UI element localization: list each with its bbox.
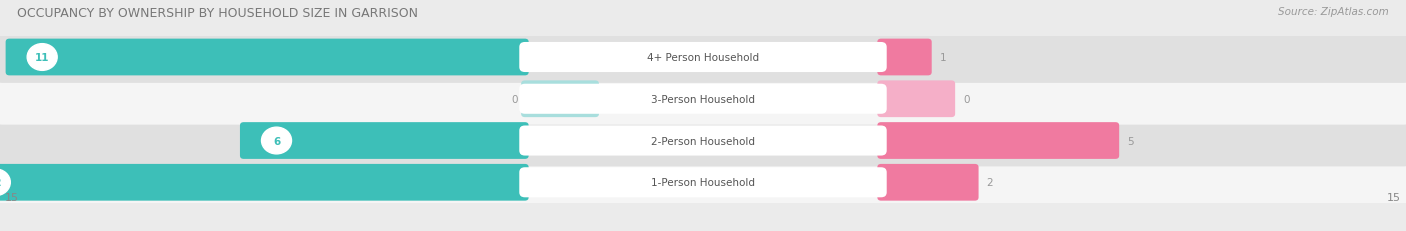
- Text: 2: 2: [987, 177, 993, 188]
- Text: Source: ZipAtlas.com: Source: ZipAtlas.com: [1278, 7, 1389, 17]
- FancyBboxPatch shape: [0, 164, 529, 201]
- FancyBboxPatch shape: [877, 164, 979, 201]
- Text: 0: 0: [963, 94, 970, 104]
- Text: 15: 15: [1388, 192, 1402, 202]
- FancyBboxPatch shape: [877, 81, 955, 118]
- FancyBboxPatch shape: [0, 157, 1406, 208]
- Circle shape: [27, 44, 58, 71]
- Text: 3-Person Household: 3-Person Household: [651, 94, 755, 104]
- Text: 1-Person Household: 1-Person Household: [651, 177, 755, 188]
- Text: 11: 11: [35, 53, 49, 63]
- FancyBboxPatch shape: [877, 123, 1119, 159]
- Text: 2-Person Household: 2-Person Household: [651, 136, 755, 146]
- FancyBboxPatch shape: [240, 123, 529, 159]
- Text: 12: 12: [0, 177, 3, 188]
- FancyBboxPatch shape: [519, 126, 887, 156]
- Circle shape: [0, 169, 10, 196]
- FancyBboxPatch shape: [519, 84, 887, 114]
- Circle shape: [262, 128, 291, 154]
- FancyBboxPatch shape: [6, 40, 529, 76]
- Text: 4+ Person Household: 4+ Person Household: [647, 53, 759, 63]
- Text: OCCUPANCY BY OWNERSHIP BY HOUSEHOLD SIZE IN GARRISON: OCCUPANCY BY OWNERSHIP BY HOUSEHOLD SIZE…: [17, 7, 418, 20]
- FancyBboxPatch shape: [877, 40, 932, 76]
- Text: 5: 5: [1128, 136, 1133, 146]
- FancyBboxPatch shape: [519, 167, 887, 198]
- Text: 6: 6: [273, 136, 280, 146]
- Text: 1: 1: [939, 53, 946, 63]
- FancyBboxPatch shape: [0, 73, 1406, 125]
- FancyBboxPatch shape: [0, 115, 1406, 167]
- Text: 0: 0: [512, 94, 517, 104]
- FancyBboxPatch shape: [519, 43, 887, 73]
- FancyBboxPatch shape: [522, 81, 599, 118]
- FancyBboxPatch shape: [0, 32, 1406, 84]
- Text: 15: 15: [4, 192, 18, 202]
